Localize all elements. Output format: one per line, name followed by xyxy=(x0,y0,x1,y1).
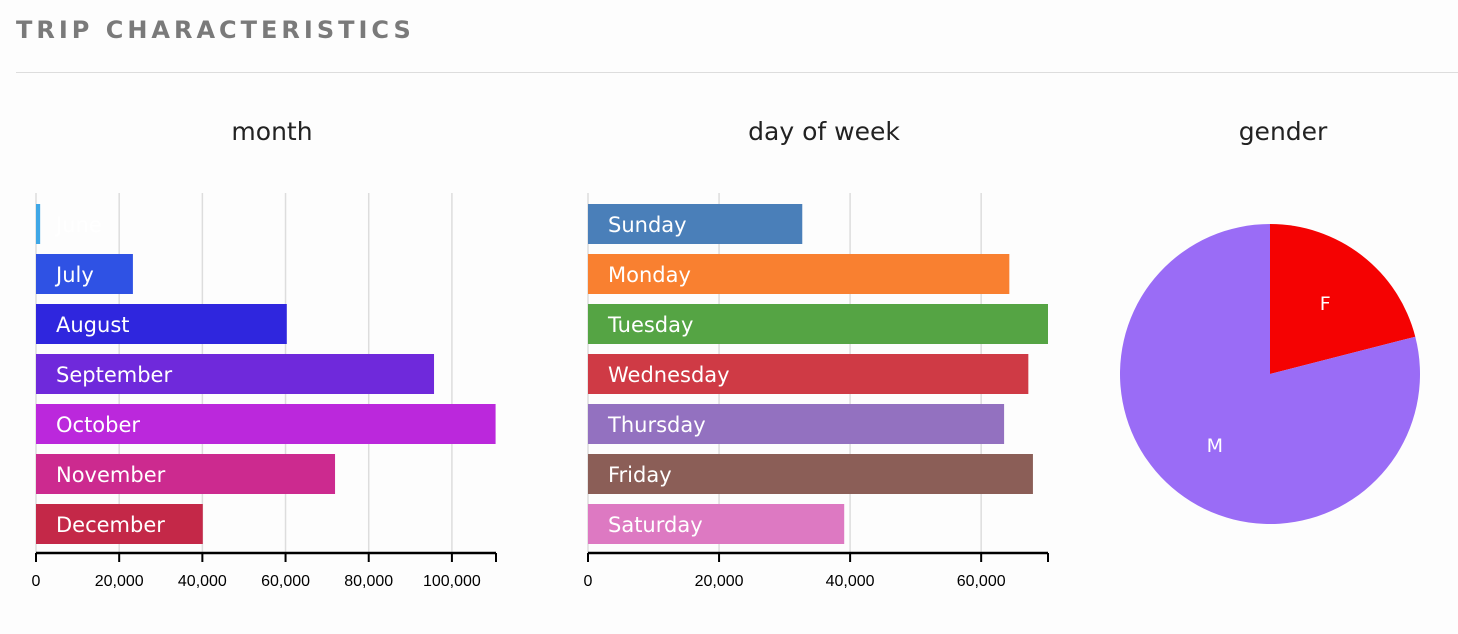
bar xyxy=(36,504,203,544)
pie-slice xyxy=(1270,224,1416,374)
tick-label: 100,000 xyxy=(423,573,481,590)
bar xyxy=(36,354,435,394)
bar xyxy=(588,204,803,244)
bar-label: November xyxy=(56,463,166,487)
bar xyxy=(588,504,845,544)
bar xyxy=(588,404,1005,444)
tick-label: 40,000 xyxy=(178,573,227,590)
tick-label: 0 xyxy=(32,573,41,590)
bar xyxy=(36,254,133,294)
section-title: TRIP CHARACTERISTICS xyxy=(16,16,415,44)
tick-label: 60,000 xyxy=(957,573,1006,590)
bar-label: Friday xyxy=(608,463,672,487)
slice-label: F xyxy=(1320,293,1331,315)
bar-label: Sunday xyxy=(608,213,687,237)
bar xyxy=(36,304,287,344)
tick-label: 20,000 xyxy=(95,573,144,590)
bar-label: December xyxy=(56,513,165,537)
bar xyxy=(36,404,496,444)
bar xyxy=(588,454,1033,494)
divider xyxy=(16,72,1458,73)
tick-label: 60,000 xyxy=(261,573,310,590)
bar-label: Saturday xyxy=(608,513,703,537)
tick-label: 20,000 xyxy=(695,573,744,590)
bar xyxy=(36,204,41,244)
bar-label: Wednesday xyxy=(608,363,730,387)
chart-title: month xyxy=(231,117,312,146)
bar-label: August xyxy=(56,313,130,337)
tick-label: 0 xyxy=(584,573,593,590)
bar-label: Monday xyxy=(608,263,691,287)
bar-label: Thursday xyxy=(607,413,706,437)
slice-label: M xyxy=(1207,435,1223,457)
bar-label: July xyxy=(54,263,94,287)
bar xyxy=(36,454,336,494)
chart-title: day of week xyxy=(748,117,900,146)
chart-title: gender xyxy=(1239,117,1328,146)
bar-label: September xyxy=(56,363,172,387)
pie-slice xyxy=(1120,224,1420,524)
bar-label: Tuesday xyxy=(607,313,693,337)
bar-label: October xyxy=(56,413,140,437)
bar-label: June xyxy=(54,213,102,237)
bar xyxy=(588,354,1029,394)
tick-label: 40,000 xyxy=(826,573,875,590)
bar xyxy=(588,304,1048,344)
bar xyxy=(588,254,1010,294)
tick-label: 80,000 xyxy=(344,573,393,590)
